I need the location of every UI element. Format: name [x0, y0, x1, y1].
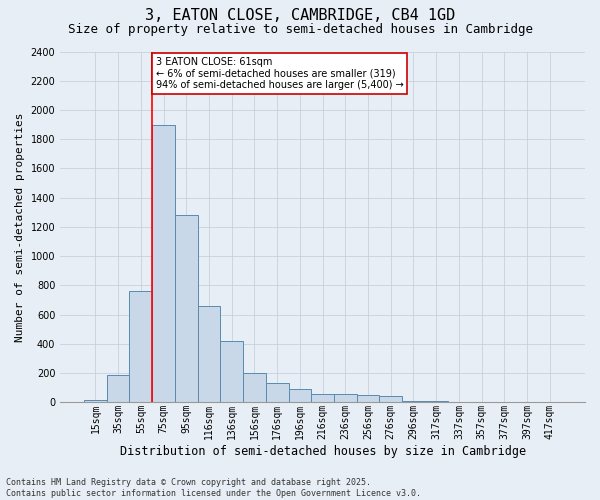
Text: 3, EATON CLOSE, CAMBRIDGE, CB4 1GD: 3, EATON CLOSE, CAMBRIDGE, CB4 1GD: [145, 8, 455, 22]
Bar: [425, 401, 448, 402]
Bar: [84, 400, 107, 402]
Bar: [220, 341, 243, 402]
Text: Size of property relative to semi-detached houses in Cambridge: Size of property relative to semi-detach…: [67, 22, 533, 36]
Bar: [356, 395, 379, 402]
Bar: [243, 373, 266, 402]
X-axis label: Distribution of semi-detached houses by size in Cambridge: Distribution of semi-detached houses by …: [119, 444, 526, 458]
Bar: [175, 215, 197, 402]
Bar: [152, 124, 175, 402]
Bar: [197, 306, 220, 402]
Bar: [334, 394, 356, 402]
Bar: [402, 401, 425, 402]
Y-axis label: Number of semi-detached properties: Number of semi-detached properties: [15, 112, 25, 342]
Text: 3 EATON CLOSE: 61sqm
← 6% of semi-detached houses are smaller (319)
94% of semi-: 3 EATON CLOSE: 61sqm ← 6% of semi-detach…: [155, 57, 403, 90]
Bar: [311, 394, 334, 402]
Bar: [266, 384, 289, 402]
Bar: [379, 396, 402, 402]
Bar: [130, 291, 152, 403]
Bar: [107, 374, 130, 402]
Text: Contains HM Land Registry data © Crown copyright and database right 2025.
Contai: Contains HM Land Registry data © Crown c…: [6, 478, 421, 498]
Bar: [289, 389, 311, 402]
